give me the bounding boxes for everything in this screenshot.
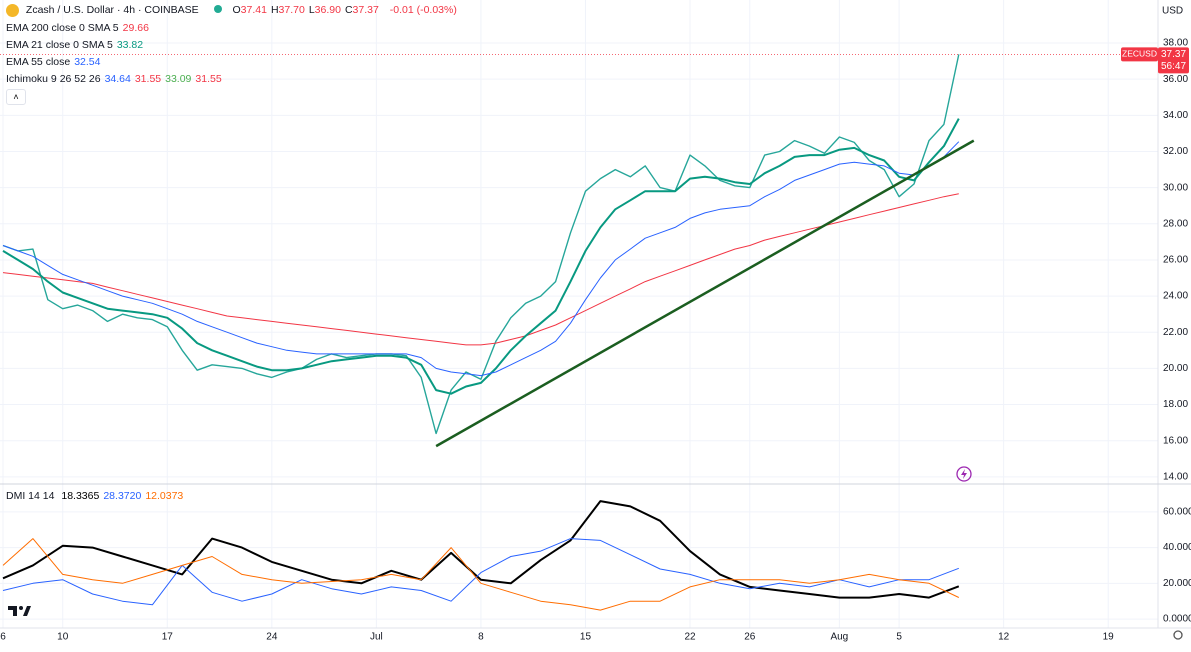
ohlc-value: 37.70 — [278, 4, 305, 17]
y-tick-label: 40.0000 — [1163, 542, 1191, 553]
y-tick-label: 36.00 — [1163, 74, 1188, 85]
symbol-badge-label: ZECUSD — [1122, 49, 1157, 59]
settings-icon[interactable] — [1173, 630, 1183, 640]
grid — [0, 0, 1158, 628]
y-tick-label: 60.0000 — [1163, 506, 1191, 517]
currency-label: USD — [1162, 6, 1183, 17]
y-tick-label: 18.00 — [1163, 399, 1188, 410]
indicator-value: 33.82 — [116, 39, 144, 51]
series-line — [2, 538, 960, 611]
indicator-name: EMA 21 close 0 SMA 5 — [6, 39, 113, 51]
y-tick-label: 16.00 — [1163, 435, 1188, 446]
series-line — [2, 500, 960, 599]
price-badge-label: 37.37 — [1161, 49, 1186, 60]
indicator-value: 18.3365 — [61, 490, 100, 502]
price-badge — [1158, 47, 1189, 74]
indicator-value: 32.54 — [74, 56, 101, 68]
x-tick-label: 12 — [998, 632, 1010, 643]
y-tick-label: 38.00 — [1163, 38, 1188, 49]
change: -0.01 (-0.03%) — [389, 4, 457, 17]
indicator-legend: EMA 55 close 32.54 — [6, 56, 104, 68]
x-tick-label: 8 — [478, 632, 484, 643]
series-line — [2, 118, 960, 395]
y-tick-label: 34.00 — [1163, 110, 1188, 121]
tv-logo — [8, 606, 31, 616]
x-tick-label: 17 — [162, 632, 174, 643]
y-tick-label: 28.00 — [1163, 218, 1188, 229]
indicator-value: 31.55 — [134, 73, 162, 85]
indicator-value: 34.64 — [104, 73, 131, 85]
trendline — [435, 139, 975, 448]
symbol-title: Zcash / U.S. Dollar · 4h · COINBASE — [25, 4, 199, 17]
collapse-button[interactable]: ˄ — [6, 89, 26, 105]
indicator-legend: EMA 21 close 0 SMA 5 33.82 — [6, 39, 147, 51]
x-tick-label: Jul — [370, 632, 383, 643]
y-tick-label: 20.00 — [1163, 363, 1188, 374]
y-tick-label: 26.00 — [1163, 255, 1188, 266]
market-status — [213, 5, 222, 14]
series-line — [2, 141, 960, 377]
symbol-badge — [1121, 47, 1158, 62]
symbol-logo — [6, 4, 19, 17]
x-tick-label: 19 — [1103, 632, 1115, 643]
x-tick-label: 15 — [580, 632, 592, 643]
x-tick-label: 24 — [266, 632, 278, 643]
series-line — [2, 54, 960, 435]
x-tick-label: 10 — [57, 632, 69, 643]
indicator-name: Ichimoku 9 26 52 26 — [6, 73, 101, 85]
ohlc: O37.41 H37.70 L36.90 C37.37 — [232, 4, 382, 16]
indicator-value: 29.66 — [122, 22, 149, 34]
indicator-value: 31.55 — [195, 73, 222, 85]
dmi-legend: DMI 14 14 18.3365 28.3720 12.0373 — [6, 490, 187, 502]
ohlc-key: O — [232, 4, 241, 17]
indicator-value: 28.3720 — [103, 490, 142, 502]
x-tick-label: 22 — [684, 632, 696, 643]
indicator-legend: EMA 200 close 0 SMA 5 29.66 — [6, 22, 153, 34]
plots — [0, 54, 1158, 611]
y-tick-label: 30.00 — [1163, 182, 1188, 193]
ohlc-value: 37.37 — [352, 4, 379, 17]
ichimoku-legend: Ichimoku 9 26 52 26 34.64 31.55 33.09 31.55 — [6, 73, 230, 85]
y-tick-label: 14.00 — [1163, 471, 1188, 482]
indicator-value: 33.09 — [165, 73, 192, 85]
ohlc-key: L — [308, 4, 315, 17]
x-tick-label: 5 — [896, 632, 902, 643]
x-tick-label: 6 — [0, 632, 6, 643]
event-icon-bolt — [961, 469, 967, 479]
indicator-values: 34.64 31.55 33.09 31.55 — [105, 73, 226, 85]
indicator-value: 12.0373 — [145, 490, 184, 502]
event-icon[interactable] — [956, 466, 972, 482]
symbol-legend: Zcash / U.S. Dollar · 4h · COINBASE O37.… — [6, 4, 461, 17]
x-tick-label: 26 — [744, 632, 756, 643]
ohlc-value: 36.90 — [314, 4, 341, 17]
y-tick-label: 32.00 — [1163, 146, 1188, 157]
indicator-name: EMA 200 close 0 SMA 5 — [6, 22, 119, 34]
y-tick-label: 22.00 — [1163, 327, 1188, 338]
ohlc-key: C — [344, 4, 353, 17]
indicator-name: DMI 14 14 — [6, 490, 55, 502]
y-tick-label: 0.0000 — [1163, 614, 1191, 625]
y-tick-label: 20.0000 — [1163, 578, 1191, 589]
ohlc-value: 37.41 — [240, 4, 267, 17]
ohlc-key: H — [270, 4, 279, 17]
x-tick-label: Aug — [830, 632, 848, 643]
series-line — [2, 538, 959, 606]
indicator-name: EMA 55 close — [6, 56, 71, 68]
series-line — [2, 193, 959, 346]
y-tick-label: 24.00 — [1163, 291, 1188, 302]
countdown-label: 56:47 — [1161, 61, 1186, 72]
